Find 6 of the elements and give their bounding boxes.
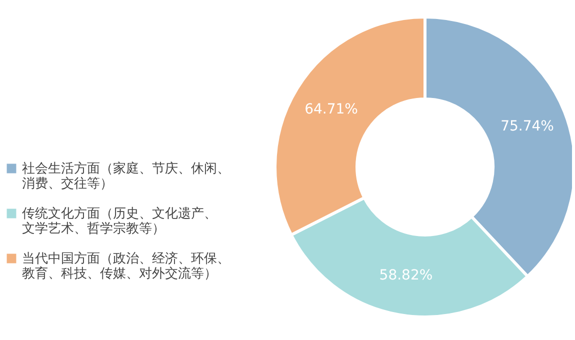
data-label: 64.71% (304, 101, 358, 118)
legend-label: 当代中国方面（政治、经济、环保、教育、科技、传媒、对外交流等） (22, 250, 230, 282)
data-label: 75.74% (500, 118, 554, 135)
data-label: 58.82% (379, 267, 433, 284)
legend-label: 社会生活方面（家庭、节庆、休闲、消费、交往等） (22, 160, 230, 192)
legend-label: 传统文化方面（历史、文化遗产、文学艺术、哲学宗教等） (22, 206, 217, 236)
